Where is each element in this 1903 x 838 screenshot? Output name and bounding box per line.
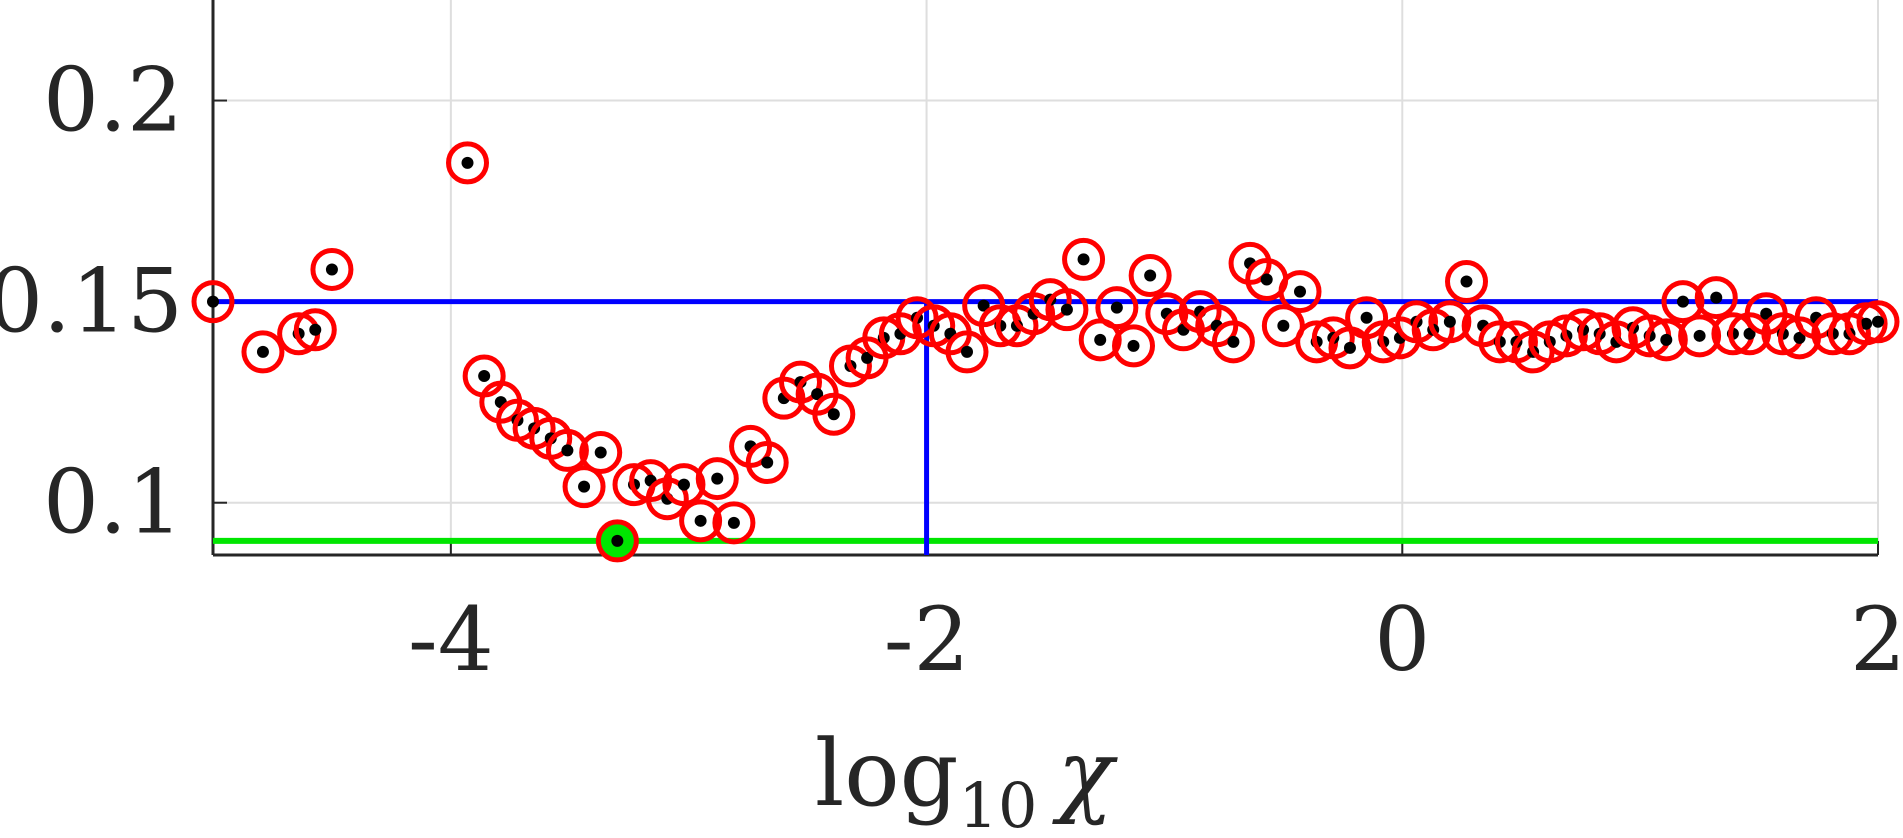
point-ring — [1278, 270, 1322, 314]
point-dot — [309, 323, 322, 336]
point-dot — [594, 446, 607, 459]
point-ring — [1112, 324, 1156, 368]
point-ring — [579, 430, 623, 474]
point-ring — [545, 428, 589, 472]
point-dot — [611, 534, 624, 547]
x-tick-label: -2 — [884, 588, 970, 691]
point-dot — [727, 516, 740, 529]
point-dot — [1277, 319, 1290, 332]
data-points — [191, 141, 1900, 563]
point-ring — [241, 330, 285, 374]
point-ring — [812, 392, 856, 436]
point-dot — [811, 388, 824, 401]
point-ring — [1428, 300, 1472, 344]
point-ring — [1045, 288, 1089, 332]
point-dot — [1860, 317, 1873, 330]
point-ring — [945, 330, 989, 374]
point-dot — [1144, 269, 1157, 282]
point-dot — [578, 480, 591, 493]
y-tick-label: 0.15 — [0, 250, 183, 353]
point-dot — [561, 444, 574, 457]
point-dot — [1743, 327, 1756, 340]
point-ring — [1661, 280, 1705, 324]
point-ring — [1445, 260, 1489, 304]
point-dot — [677, 478, 690, 491]
point-ring — [1128, 253, 1172, 297]
point-ring — [1095, 286, 1139, 330]
point-ring — [662, 463, 706, 507]
point-dot — [1094, 333, 1107, 346]
point-dot — [256, 345, 269, 358]
point-dot — [1760, 307, 1773, 320]
point-dot — [1443, 315, 1456, 328]
point-dot — [207, 295, 219, 308]
point-ring — [191, 280, 235, 324]
x-axis-label-base: log — [815, 720, 959, 827]
point-dot — [1294, 285, 1307, 298]
axes — [211, 0, 1879, 557]
point-dot — [1260, 273, 1273, 286]
tick-labels: -4 -2 0 2 0.1 0.15 0.2 — [0, 49, 1903, 691]
point-dot — [1077, 253, 1090, 266]
point-dot — [827, 408, 840, 421]
point-ring — [712, 501, 756, 545]
point-ring — [695, 457, 739, 501]
point-ring — [745, 441, 789, 484]
x-axis-label-variable: χ — [1051, 720, 1118, 827]
point-dot — [961, 345, 974, 358]
point-ring — [1211, 320, 1255, 364]
point-dot — [461, 156, 474, 169]
point-ring — [1856, 300, 1900, 344]
point-ring — [679, 499, 723, 543]
point-dot — [1660, 333, 1673, 346]
point-ring — [310, 247, 354, 291]
point-dot — [1460, 275, 1473, 288]
point-ring — [1261, 304, 1305, 348]
point-dot — [761, 456, 774, 469]
point-dot — [1793, 331, 1806, 344]
point-ring — [293, 308, 337, 352]
point-ring — [1062, 237, 1106, 281]
x-tick-label: 2 — [1850, 588, 1903, 691]
point-ring — [562, 465, 606, 509]
point-dot — [1227, 335, 1240, 348]
point-dot — [711, 472, 724, 485]
point-dot — [1127, 339, 1140, 352]
point-dot — [1060, 303, 1073, 316]
reference-lines — [213, 299, 1878, 555]
y-tick-label: 0.2 — [43, 49, 183, 152]
point-dot — [325, 263, 338, 276]
point-dot — [1872, 315, 1884, 328]
point-dot — [1110, 301, 1123, 314]
x-axis-label-subscript: 10 — [959, 769, 1038, 838]
point-dot — [1676, 295, 1689, 308]
x-tick-label: -4 — [408, 588, 494, 691]
y-tick-label: 0.1 — [43, 451, 183, 554]
point-dot — [1710, 291, 1723, 304]
grid-lines — [213, 0, 1879, 555]
point-ring — [1694, 276, 1738, 320]
point-ring — [1678, 314, 1722, 358]
point-dot — [1360, 311, 1373, 324]
x-axis-label: log10 χ — [815, 720, 1119, 838]
point-ring — [1644, 318, 1688, 362]
point-ring — [446, 141, 490, 185]
point-dot — [478, 370, 491, 383]
point-dot — [694, 514, 707, 527]
point-dot — [1343, 341, 1356, 354]
x-tick-label: 0 — [1374, 588, 1430, 691]
point-dot — [977, 299, 990, 312]
point-dot — [861, 351, 874, 364]
point-dot — [1693, 329, 1706, 342]
